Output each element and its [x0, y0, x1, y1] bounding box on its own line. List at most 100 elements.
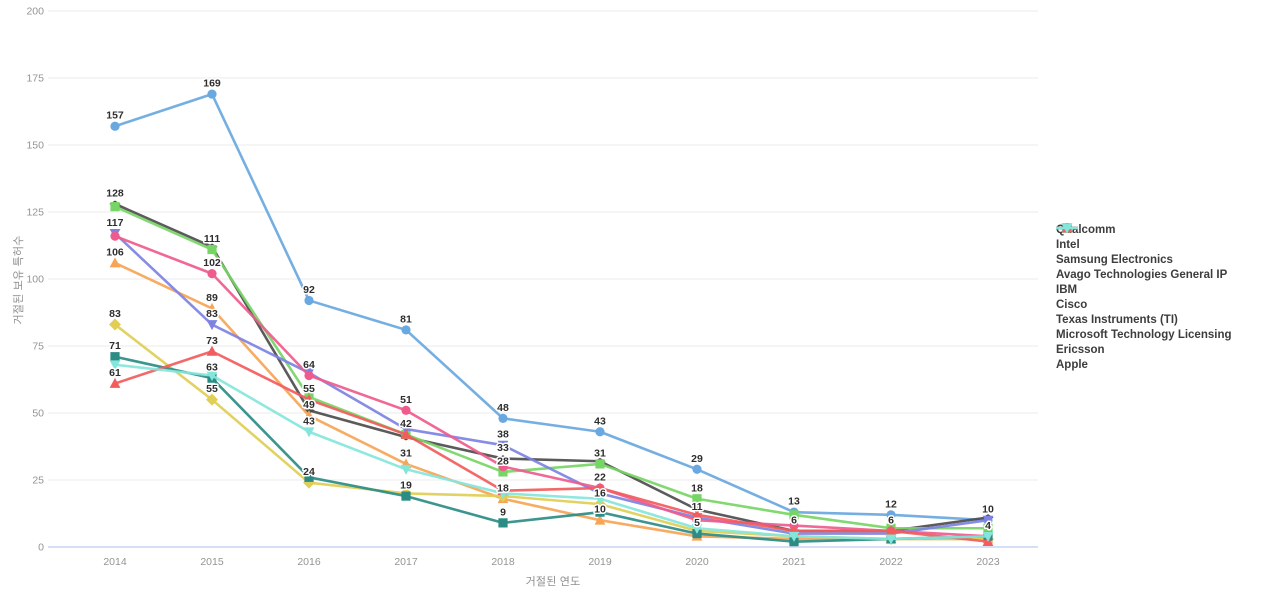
data-point-qualcomm-2018[interactable] — [498, 413, 508, 423]
data-label-avago-technologies-general-ip-2017: 31 — [400, 447, 412, 459]
legend-item-intel[interactable]: Intel — [1056, 224, 1232, 251]
data-point-microsoft-technology-licensing-2018[interactable] — [498, 518, 508, 528]
data-point-cisco-2014[interactable] — [110, 231, 120, 241]
data-point-qualcomm-2014[interactable] — [110, 121, 120, 131]
y-tick-label: 0 — [38, 542, 44, 554]
legend-item-cisco[interactable]: Cisco — [1056, 223, 1232, 311]
data-label-qualcomm-2016: 92 — [303, 284, 315, 296]
legend-item-samsung-electronics[interactable]: Samsung Electronics — [1056, 223, 1232, 266]
y-tick-label: 175 — [26, 73, 44, 85]
data-point-apple-2018[interactable] — [497, 489, 509, 499]
data-label-qualcomm-2017: 81 — [400, 313, 412, 325]
legend-label: Microsoft Technology Licensing — [1056, 328, 1232, 341]
data-point-avago-technologies-general-ip-2015[interactable] — [206, 302, 218, 313]
legend-item-ericsson[interactable]: Ericsson — [1056, 223, 1232, 356]
data-label-samsung-electronics-2015: 111 — [204, 233, 221, 245]
data-point-apple-2019[interactable] — [594, 494, 606, 505]
y-axis-title: 거절된 보유 특허수 — [13, 235, 25, 325]
data-label-avago-technologies-general-ip-2019: 10 — [594, 504, 606, 516]
data-point-apple-2016[interactable] — [303, 427, 315, 438]
data-label-ibm-2014: 117 — [107, 217, 124, 229]
data-point-ericsson-2014[interactable] — [109, 377, 121, 388]
data-point-qualcomm-2019[interactable] — [595, 427, 605, 437]
data-point-samsung-electronics-2019[interactable] — [595, 459, 605, 469]
legend-label: Intel — [1056, 238, 1080, 251]
legend-item-apple[interactable]: Apple — [1056, 223, 1232, 371]
data-label-microsoft-technology-licensing-2015: 63 — [206, 362, 218, 374]
data-point-ibm-2015[interactable] — [206, 320, 218, 331]
data-label-microsoft-technology-licensing-2018: 9 — [500, 506, 506, 518]
data-point-apple-2022[interactable] — [885, 534, 897, 545]
data-point-samsung-electronics-2018[interactable] — [498, 467, 508, 477]
data-label-avago-technologies-general-ip-2018: 18 — [497, 482, 509, 494]
data-label-qualcomm-2023: 10 — [982, 504, 994, 516]
data-point-samsung-electronics-2015[interactable] — [207, 244, 217, 255]
data-point-ibm-2018[interactable] — [497, 440, 509, 451]
data-label-cisco-2015: 102 — [203, 257, 221, 269]
data-point-avago-technologies-general-ip-2016[interactable] — [303, 410, 315, 421]
data-point-ericsson-2015[interactable] — [206, 345, 218, 356]
legend-label: Samsung Electronics — [1056, 253, 1173, 266]
series-line-apple — [113, 363, 990, 541]
legend-label: Avago Technologies General IP — [1056, 268, 1228, 281]
data-point-qualcomm-2016[interactable] — [304, 295, 314, 306]
x-tick-label: 2022 — [879, 556, 903, 568]
x-tick-label: 2018 — [491, 556, 515, 568]
data-point-microsoft-technology-licensing-2017[interactable] — [401, 491, 411, 501]
y-tick-label: 75 — [32, 341, 44, 353]
data-label-cisco-2017: 51 — [400, 394, 412, 406]
legend-item-ibm[interactable]: IBM — [1056, 223, 1232, 296]
data-point-microsoft-technology-licensing-2019[interactable] — [595, 507, 605, 517]
data-point-microsoft-technology-licensing-2014[interactable] — [110, 352, 120, 362]
data-point-intel-2018[interactable] — [497, 455, 509, 462]
data-point-texas-instruments-ti-2015[interactable] — [206, 393, 218, 406]
y-tick-label: 100 — [26, 274, 44, 286]
data-point-qualcomm-2020[interactable] — [692, 464, 702, 474]
data-point-avago-technologies-general-ip-2014[interactable] — [109, 257, 121, 268]
data-point-samsung-electronics-2021[interactable] — [789, 510, 799, 520]
x-tick-label: 2014 — [103, 556, 127, 568]
data-point-apple-2015[interactable] — [206, 371, 218, 382]
data-point-apple-2020[interactable] — [691, 523, 703, 534]
legend-item-avago-technologies-general-ip[interactable]: Avago Technologies General IP — [1056, 223, 1232, 281]
legend-item-microsoft-technology-licensing[interactable]: Microsoft Technology Licensing — [1056, 223, 1232, 341]
data-point-cisco-2015[interactable] — [207, 269, 217, 279]
data-point-avago-technologies-general-ip-2019[interactable] — [594, 514, 606, 525]
x-tick-label: 2020 — [685, 556, 709, 568]
data-point-ibm-2023[interactable] — [982, 515, 994, 526]
data-point-ericsson-2019[interactable] — [594, 482, 606, 493]
data-point-texas-instruments-ti-2014[interactable] — [109, 318, 121, 331]
data-point-apple-2017[interactable] — [400, 464, 412, 475]
data-point-samsung-electronics-2014[interactable] — [110, 202, 120, 212]
data-point-qualcomm-2017[interactable] — [401, 325, 411, 335]
data-point-qualcomm-2015[interactable] — [207, 89, 217, 99]
data-point-ericsson-2020[interactable] — [691, 509, 703, 520]
data-label-qualcomm-2015: 169 — [203, 78, 221, 90]
data-point-qualcomm-2022[interactable] — [886, 510, 896, 520]
data-point-cisco-2018[interactable] — [498, 462, 508, 472]
data-label-microsoft-technology-licensing-2014: 71 — [109, 340, 121, 352]
data-point-cisco-2017[interactable] — [401, 405, 411, 415]
legend-item-qualcomm[interactable]: Qualcomm — [1056, 223, 1232, 236]
y-tick-label: 150 — [26, 140, 44, 152]
data-label-avago-technologies-general-ip-2016: 49 — [303, 399, 315, 411]
data-point-cisco-2016[interactable] — [304, 370, 314, 381]
data-point-microsoft-technology-licensing-2016[interactable] — [304, 472, 314, 482]
data-point-ericsson-2022[interactable] — [885, 525, 897, 536]
data-point-apple-2021[interactable] — [788, 531, 800, 542]
data-point-ericsson-2016[interactable] — [303, 394, 315, 404]
legend-label: Texas Instruments (TI) — [1056, 313, 1178, 326]
data-point-apple-2023[interactable] — [982, 531, 994, 542]
data-point-samsung-electronics-2023[interactable] — [983, 523, 993, 533]
data-label-qualcomm-2022: 12 — [885, 498, 897, 510]
y-tick-label: 25 — [32, 475, 44, 487]
legend-item-texas-instruments-ti[interactable]: Texas Instruments (TI) — [1056, 223, 1232, 326]
data-point-apple-2014[interactable] — [109, 360, 121, 371]
data-label-samsung-electronics-2019: 31 — [594, 447, 606, 459]
data-point-samsung-electronics-2020[interactable] — [692, 494, 702, 504]
y-tick-label: 50 — [32, 408, 44, 420]
data-point-ericsson-2017[interactable] — [400, 428, 412, 439]
legend-marker-apple-icon — [1056, 223, 1078, 233]
series-line-ericsson — [113, 350, 990, 543]
